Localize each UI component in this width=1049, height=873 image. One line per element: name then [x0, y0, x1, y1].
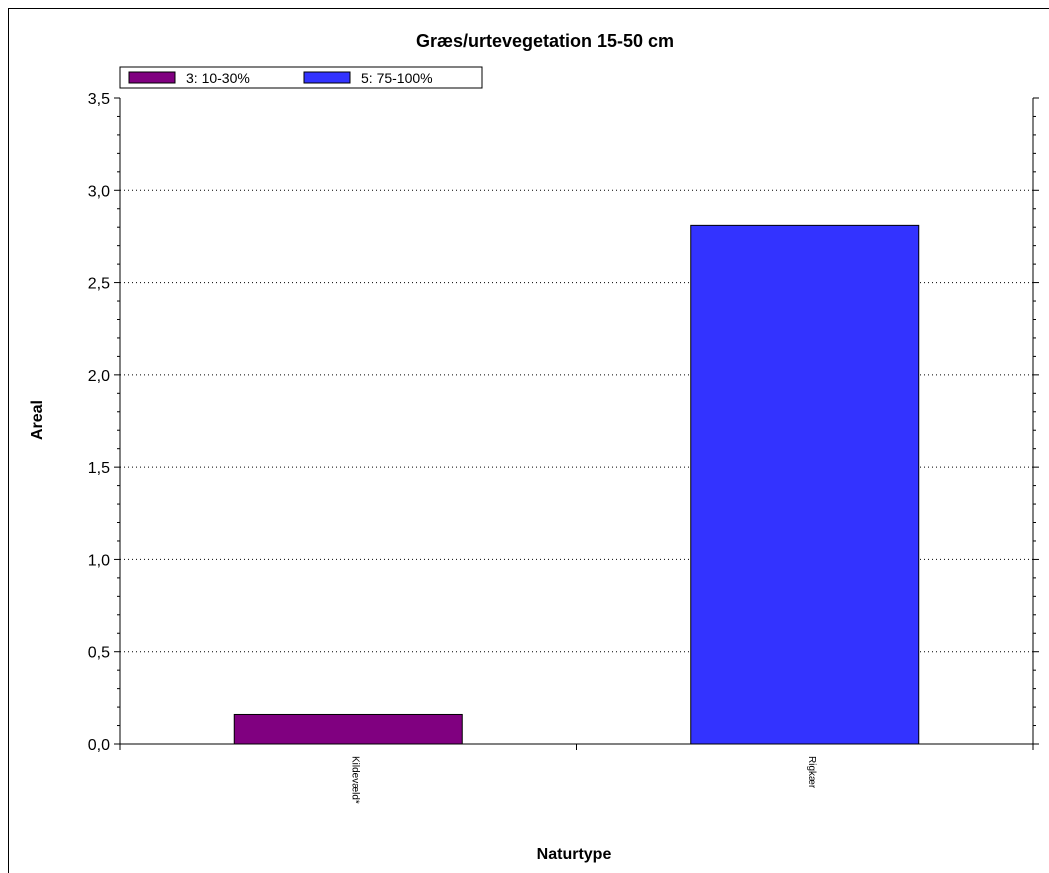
y-tick-label: 0,5 [88, 645, 110, 662]
y-tick-label: 0,0 [88, 737, 110, 754]
y-tick-label: 1,0 [88, 552, 110, 569]
legend-swatch-series-2 [303, 71, 351, 84]
y-tick-label: 2,0 [88, 368, 110, 385]
y-tick-label: 2,5 [88, 276, 110, 293]
chart-frame [8, 8, 1049, 873]
y-tick-label: 1,5 [88, 460, 110, 477]
plot-area: 0,0 0,5 1,0 1,5 2,0 2,5 3,0 3,5 Kildevæld* Rigkær [88, 91, 1039, 804]
legend-swatch-series-1 [128, 71, 176, 84]
y-axis-title: Areal [29, 400, 46, 440]
legend: 3: 10-30% 5: 75-100% [119, 66, 483, 89]
category-label: Kildevæld* [349, 756, 360, 804]
y-tick-label: 3,0 [88, 183, 110, 200]
x-axis-title: Naturtype [537, 846, 612, 863]
y-tick-label: 3,5 [88, 91, 110, 108]
legend-box [119, 66, 483, 89]
category-label: Rigkær [806, 756, 817, 789]
chart-title: Græs/urtevegetation 15-50 cm [416, 31, 674, 51]
bar-1-1 [233, 713, 463, 745]
legend-label-series-2: 5: 75-100% [361, 70, 433, 86]
bar-2-2 [690, 224, 920, 745]
legend-label-series-1: 3: 10-30% [186, 70, 250, 86]
